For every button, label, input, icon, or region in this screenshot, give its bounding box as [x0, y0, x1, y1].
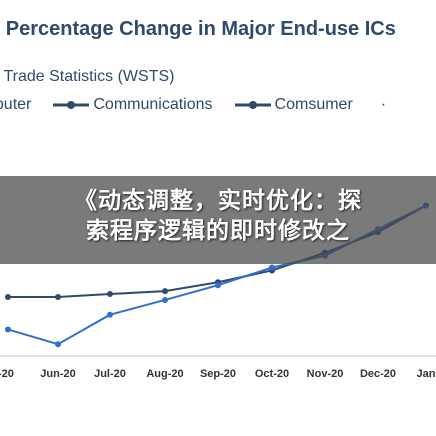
data-point-communications-0 [5, 294, 11, 300]
chart-subtitle: · Trade Statistics (WSTS) [0, 68, 175, 85]
x-tick-label: Jul-20 [94, 368, 126, 380]
legend-label-computer: nputer [0, 96, 32, 113]
chart-title: h Percentage Change in Major End-use ICs [0, 18, 396, 40]
x-tick-label: Nov-20 [307, 368, 344, 380]
x-tick-label: -20 [0, 368, 14, 380]
data-point-consumer-3 [162, 296, 168, 303]
legend-trailing-marker: · [380, 96, 387, 113]
x-tick-layer: -20 Jun-20 Jul-20 Aug-20 Sep-20 Oct-20 Nov-20 D… [0, 368, 436, 380]
data-point-communications-3 [162, 288, 168, 295]
x-tick-label: Dec-20 [360, 368, 396, 380]
legend-label-consumer: Comsumer [274, 96, 353, 113]
legend: nputer Communications Comsumer · [0, 96, 386, 114]
data-point-consumer-5 [269, 264, 275, 271]
legend-item-consumer: Comsumer [234, 96, 353, 114]
legend-item-computer: nputer [0, 96, 31, 114]
data-point-communications-2 [107, 291, 113, 298]
data-point-communications-1 [55, 294, 61, 300]
overlay-line-1: 《动态调整，实时优化：探 [74, 188, 362, 214]
overlay-text: 《动态调整，实时优化：探 索程序逻辑的即时修改之 [0, 186, 436, 246]
x-tick-label: Jan [417, 368, 436, 380]
overlay-banner [0, 176, 436, 264]
legend-marker-communications-icon [53, 101, 90, 109]
data-point-consumer-0 [5, 326, 11, 333]
data-point-consumer-1 [55, 341, 61, 348]
data-point-consumer-2 [107, 311, 113, 318]
legend-item-communications: Communications [53, 96, 213, 114]
x-tick-label: Jun-20 [40, 368, 75, 380]
legend-marker-consumer-icon [234, 101, 271, 109]
overlay-line-2: 索程序逻辑的即时修改之 [86, 218, 350, 244]
data-point-consumer-4 [215, 282, 221, 289]
legend-label-communications: Communications [93, 96, 213, 113]
x-tick-label: Aug-20 [146, 368, 183, 380]
x-tick-label: Oct-20 [255, 368, 289, 380]
x-tick-label: Sep-20 [200, 368, 236, 380]
